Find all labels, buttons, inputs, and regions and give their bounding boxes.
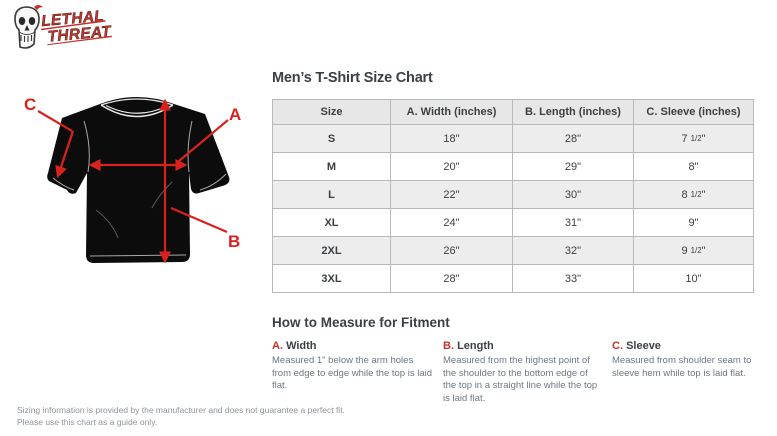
measure-description: Measured from the highest point of the s… [443,355,598,404]
pointer-c [37,110,73,132]
sleeve-value-cell: 8" [633,152,754,181]
sleeve-value-cell: 7 1/2" [633,124,754,153]
length-value-cell: 30" [512,180,634,209]
measure-name: Length [457,340,494,352]
width-value-cell: 24" [390,208,513,237]
size-cell: L [272,180,391,209]
pointer-b [170,206,228,234]
measure-name: Width [286,340,317,352]
size-chart-body: S 18" 28" 7 1/2" M 20" 29" 8" L 22" 30" 8 1/2" XL 24"… [272,124,754,293]
logo-text-line1: LETHAL [41,8,105,30]
sleeve-value-cell: 9" [633,208,754,237]
table-row: XL 24" 31" 9" [272,208,754,237]
tshirt-measurement-diagram: C A B [24,95,241,264]
lethal-threat-logo: LETHAL THREAT [14,5,113,49]
size-cell: 2XL [272,236,391,265]
measure-name: Sleeve [626,340,661,352]
measure-item-length: B. Length Measured from the highest poin… [443,340,599,405]
table-row: 3XL 28" 33" 10" [272,264,754,293]
width-value-cell: 22" [390,180,513,209]
sleeve-value-cell: 8 1/2" [633,180,754,209]
measure-description: Measured from shoulder seam to sleeve he… [612,355,752,379]
size-cell: S [272,124,391,153]
pointer-a [178,119,229,162]
measure-item-heading: B. Length [443,340,599,352]
measure-letter: A. [272,340,283,352]
length-value-cell: 29" [512,152,634,181]
column-header: Size [272,99,391,125]
table-row: L 22" 30" 8 1/2" [272,180,754,209]
size-chart-table: Size A. Width (inches) B. Length (inches) C… [272,99,754,293]
tshirt-silhouette [47,97,230,263]
measure-letter: B. [443,340,454,352]
measure-description: Measured 1" below the arm holes from edg… [272,355,433,391]
table-row: M 20" 29" 8" [272,152,754,181]
length-value-cell: 31" [512,208,634,237]
skull-icon [14,5,43,49]
disclaimer-line1: Sizing information is provided by the ma… [17,405,345,415]
size-cell: M [272,152,391,181]
measure-item-sleeve: C. Sleeve Measured from shoulder seam to… [612,340,764,380]
length-value-cell: 32" [512,236,634,265]
column-header: C. Sleeve (inches) [633,99,754,125]
sleeve-value-cell: 10" [633,264,754,293]
disclaimer-line2: Please use this chart as a guide only. [17,417,158,427]
size-cell: XL [272,208,391,237]
size-chart-title: Men’s T-Shirt Size Chart [272,70,433,86]
sleeve-value-cell: 9 1/2" [633,236,754,265]
sleeve-arrow [55,130,75,179]
logo-text-line2: THREAT [47,23,113,46]
diagram-label-a: A [229,105,241,124]
column-header: A. Width (inches) [390,99,513,125]
width-value-cell: 18" [390,124,513,153]
measure-letter: C. [612,340,623,352]
table-row: 2XL 26" 32" 9 1/2" [272,236,754,265]
width-value-cell: 26" [390,236,513,265]
measure-item-width: A. Width Measured 1" below the arm holes… [272,340,434,393]
table-row: S 18" 28" 7 1/2" [272,124,754,153]
size-cell: 3XL [272,264,391,293]
column-header: B. Length (inches) [512,99,634,125]
width-value-cell: 28" [390,264,513,293]
diagram-label-b: B [228,232,240,251]
diagram-label-c: C [24,95,36,114]
length-value-cell: 33" [512,264,634,293]
sizing-disclaimer: Sizing information is provided by the ma… [17,404,345,428]
measure-item-heading: C. Sleeve [612,340,764,352]
size-chart-header-row: Size A. Width (inches) B. Length (inches) C… [272,99,754,125]
seam-lines [52,120,227,257]
length-value-cell: 28" [512,124,634,153]
measure-item-heading: A. Width [272,340,434,352]
measure-section-title: How to Measure for Fitment [272,315,450,330]
width-value-cell: 20" [390,152,513,181]
